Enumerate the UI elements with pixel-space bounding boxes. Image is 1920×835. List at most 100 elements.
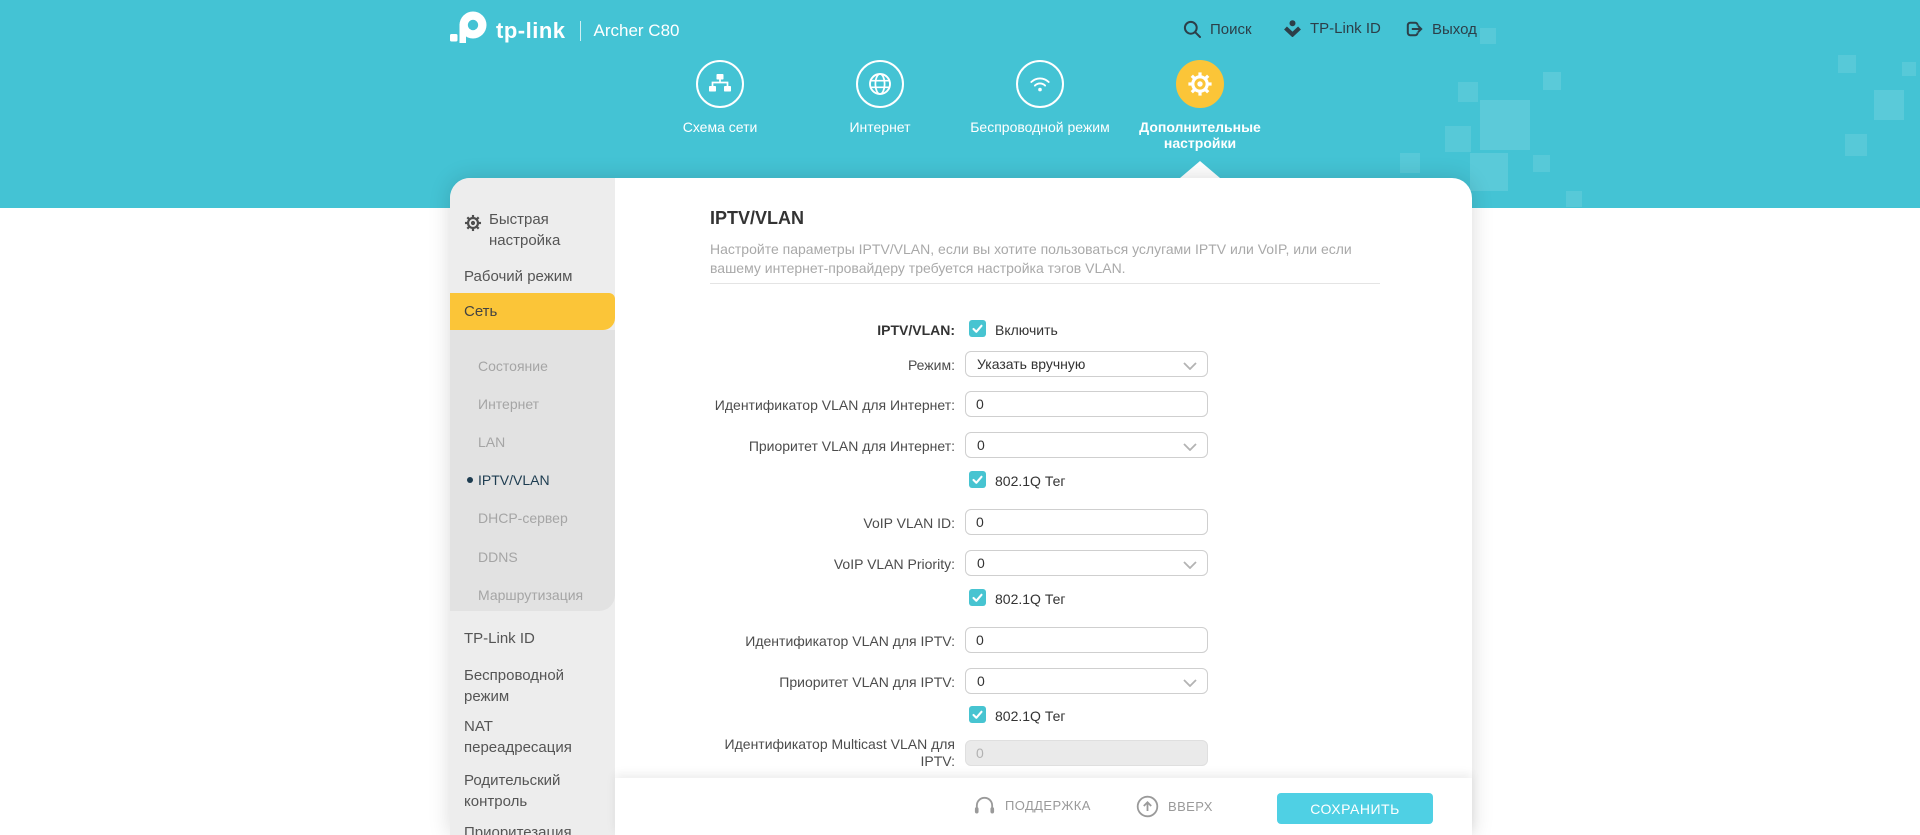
voip-vlan-id-input[interactable] bbox=[965, 509, 1208, 535]
main-nav: Схема сети Интернет bbox=[0, 60, 1920, 170]
voip-8021q-checkbox[interactable] bbox=[969, 589, 986, 606]
mode-label: Режим: bbox=[907, 357, 955, 373]
checkmark-icon bbox=[972, 324, 983, 333]
enable-checkbox[interactable] bbox=[969, 320, 986, 337]
checkmark-icon bbox=[972, 475, 983, 484]
iptv-vlan-id-input[interactable] bbox=[965, 627, 1208, 653]
mode-select[interactable]: Указать вручную bbox=[965, 351, 1208, 377]
sidebar-item-label: Приоритезация bbox=[464, 824, 572, 835]
submenu-item-ddns[interactable]: DDNS bbox=[478, 549, 608, 565]
multicast-vlan-id-input bbox=[965, 740, 1208, 766]
submenu-item-dhcp[interactable]: DHCP-сервер bbox=[478, 510, 608, 526]
search-button[interactable]: Поиск bbox=[1183, 20, 1252, 39]
logout-icon bbox=[1406, 21, 1423, 37]
active-tab-pointer bbox=[1180, 161, 1220, 178]
sidebar-item-network[interactable]: Сеть bbox=[450, 293, 615, 330]
network-map-icon bbox=[709, 74, 731, 92]
checkmark-icon bbox=[972, 710, 983, 719]
tab-advanced-settings[interactable]: Дополнительные настройки bbox=[1130, 60, 1270, 151]
sidebar-item-label: Сеть bbox=[464, 303, 498, 320]
tab-label: Схема сети bbox=[682, 119, 758, 135]
submenu-item-routing[interactable]: Маршрутизация bbox=[478, 587, 608, 603]
iptv-8021q-checkbox[interactable] bbox=[969, 706, 986, 723]
internet-vlan-priority-select[interactable]: 0 bbox=[965, 432, 1208, 458]
internet-vlan-priority-value: 0 bbox=[977, 437, 985, 453]
logout-button[interactable]: Выход bbox=[1405, 20, 1477, 38]
voip-vlan-priority-select[interactable]: 0 bbox=[965, 550, 1208, 576]
sidebar-item-wireless[interactable]: Беспроводной режим bbox=[464, 665, 600, 707]
save-button[interactable]: СОХРАНИТЬ bbox=[1277, 793, 1433, 824]
voip-8021q-label: 802.1Q Тег bbox=[995, 591, 1066, 607]
submenu-label: Интернет bbox=[478, 396, 540, 412]
submenu-label: IPTV/VLAN bbox=[478, 472, 550, 488]
tplink-id-icon bbox=[1284, 20, 1301, 37]
sidebar-item-label: Рабочий режим bbox=[464, 268, 573, 285]
tab-internet[interactable]: Интернет bbox=[810, 60, 950, 135]
multicast-vlan-id-label: Идентификатор Multicast VLAN для IPTV: bbox=[724, 736, 955, 769]
page-title: IPTV/VLAN bbox=[710, 208, 805, 228]
submenu-label: LAN bbox=[478, 434, 506, 450]
sidebar-item-qos[interactable]: Приоритезация bbox=[464, 822, 600, 835]
page-description: Настройте параметры IPTV/VLAN, если вы х… bbox=[710, 241, 1352, 276]
submenu-label: DDNS bbox=[478, 549, 518, 565]
internet-vlan-id-label: Идентификатор VLAN для Интернет: bbox=[714, 397, 955, 413]
chevron-down-icon bbox=[1183, 561, 1197, 569]
arrow-up-circle-icon bbox=[1136, 795, 1159, 818]
tab-label: Интернет bbox=[849, 119, 911, 135]
voip-vlan-priority-value: 0 bbox=[977, 555, 985, 571]
sidebar-item-label: Быстрая настройка bbox=[489, 211, 561, 249]
support-button[interactable]: ПОДДЕРЖКА bbox=[973, 795, 1091, 816]
sidebar-item-label: TP-Link ID bbox=[464, 630, 535, 647]
internet-8021q-checkbox[interactable] bbox=[969, 471, 986, 488]
scroll-top-button[interactable]: ВВЕРХ bbox=[1136, 795, 1213, 818]
sidebar-item-label: Беспроводной режим bbox=[464, 667, 565, 705]
enable-label: IPTV/VLAN: bbox=[877, 322, 955, 338]
sidebar-item-tplink-id[interactable]: TP-Link ID bbox=[464, 628, 600, 649]
logo-divider bbox=[579, 21, 581, 41]
enable-option-label: Включить bbox=[995, 322, 1058, 338]
chevron-down-icon bbox=[1183, 362, 1197, 370]
internet-vlan-priority-label: Приоритет VLAN для Интернет: bbox=[748, 438, 955, 454]
headset-icon bbox=[974, 797, 995, 814]
sidebar-item-nat-forwarding[interactable]: NAT переадресация bbox=[464, 716, 600, 758]
chevron-down-icon bbox=[1183, 679, 1197, 687]
internet-8021q-label: 802.1Q Тег bbox=[995, 473, 1066, 489]
chevron-down-icon bbox=[1183, 443, 1197, 451]
sidebar-item-label: Родительский контроль bbox=[464, 772, 561, 810]
search-label: Поиск bbox=[1210, 21, 1252, 38]
sidebar: Быстрая настройка Рабочий режим Сеть Сос… bbox=[450, 178, 615, 835]
tab-network-map[interactable]: Схема сети bbox=[650, 60, 790, 135]
submenu-item-status[interactable]: Состояние bbox=[478, 358, 608, 374]
submenu-item-internet[interactable]: Интернет bbox=[478, 396, 608, 412]
tplink-id-label: TP-Link ID bbox=[1310, 20, 1381, 37]
checkmark-icon bbox=[972, 593, 983, 602]
search-icon bbox=[1183, 20, 1201, 38]
voip-vlan-id-label: VoIP VLAN ID: bbox=[863, 515, 955, 531]
footer-bar: ПОДДЕРЖКА ВВЕРХ СОХРАНИТЬ bbox=[615, 778, 1472, 835]
iptv-vlan-priority-value: 0 bbox=[977, 673, 985, 689]
section-divider bbox=[710, 283, 1380, 284]
header-banner: tp-link Archer C80 Поиск TP-Link ID bbox=[0, 0, 1920, 208]
sidebar-item-quick-setup[interactable]: Быстрая настройка bbox=[450, 178, 615, 249]
brand-area: tp-link Archer C80 bbox=[450, 8, 679, 54]
sidebar-item-work-mode[interactable]: Рабочий режим bbox=[464, 266, 600, 287]
submenu-item-lan[interactable]: LAN bbox=[478, 434, 608, 450]
internet-vlan-id-input[interactable] bbox=[965, 391, 1208, 417]
tab-wireless[interactable]: Беспроводной режим bbox=[970, 60, 1110, 135]
mode-select-value: Указать вручную bbox=[977, 356, 1086, 372]
tplink-logo-icon bbox=[450, 11, 487, 43]
submenu-item-iptv-vlan[interactable]: IPTV/VLAN bbox=[467, 472, 608, 488]
support-label: ПОДДЕРЖКА bbox=[1005, 798, 1091, 813]
tplink-id-button[interactable]: TP-Link ID bbox=[1283, 20, 1381, 37]
iptv-vlan-priority-select[interactable]: 0 bbox=[965, 668, 1208, 694]
sidebar-item-parental-control[interactable]: Родительский контроль bbox=[464, 770, 600, 812]
submenu-label: Состояние bbox=[478, 358, 548, 374]
sidebar-item-label: NAT переадресация bbox=[464, 718, 572, 756]
scroll-top-label: ВВЕРХ bbox=[1168, 799, 1213, 814]
voip-vlan-priority-label: VoIP VLAN Priority: bbox=[833, 556, 955, 572]
iptv-vlan-id-label: Идентификатор VLAN для IPTV: bbox=[745, 633, 955, 649]
brand-name: tp-link bbox=[496, 18, 566, 43]
settings-panel: Быстрая настройка Рабочий режим Сеть Сос… bbox=[450, 178, 1472, 835]
iptv-vlan-priority-label: Приоритет VLAN для IPTV: bbox=[779, 674, 955, 690]
